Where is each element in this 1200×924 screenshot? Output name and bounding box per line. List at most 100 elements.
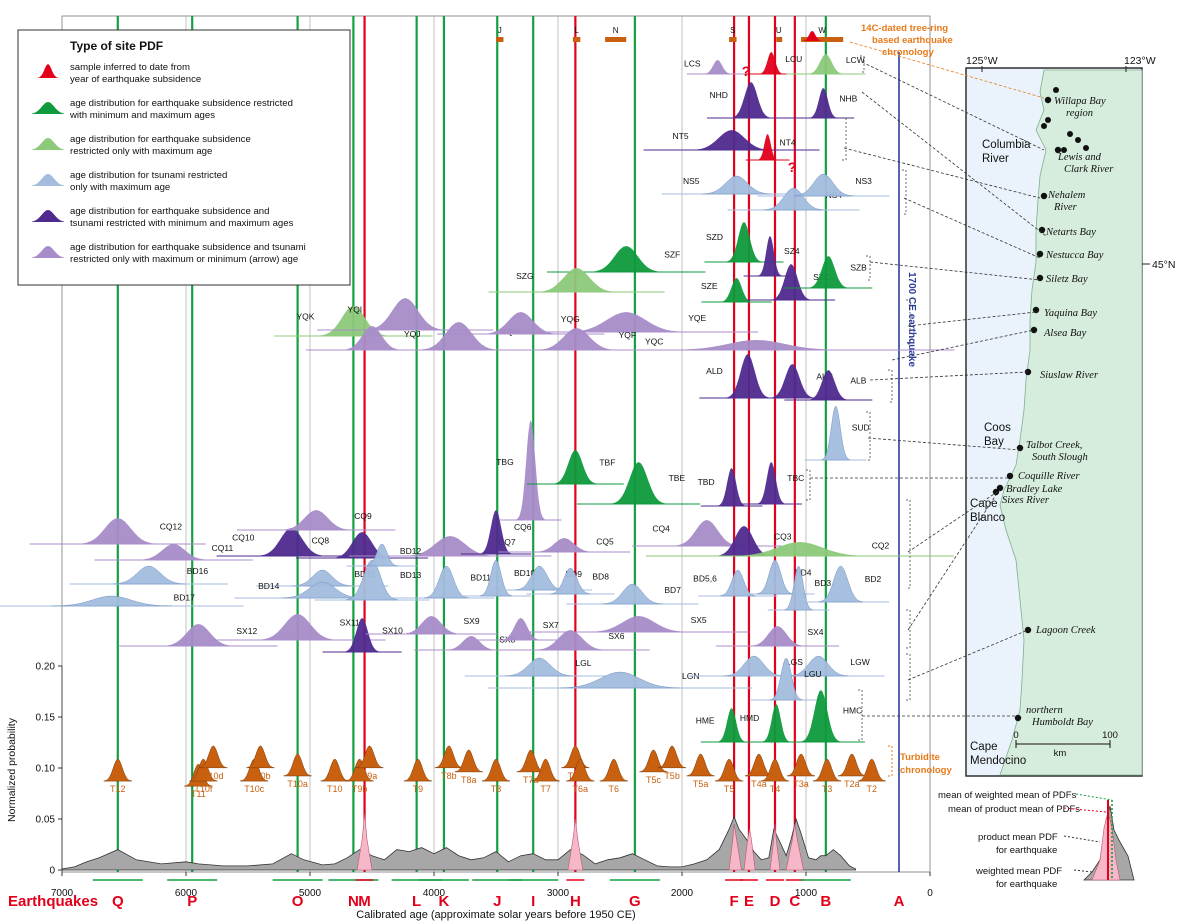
site-pdf-SZE (720, 278, 753, 302)
site-pdf-CQ4 (672, 520, 741, 546)
tree-ring-bar-S (729, 37, 737, 42)
leader-line-4 (869, 261, 1041, 281)
site-pdf-NS3 (793, 173, 854, 197)
turbidite-pdf-T5c (639, 749, 668, 773)
turbidite-label-T10d: T10d (203, 771, 224, 781)
site-label-TBF: TBF (599, 457, 615, 467)
leader-bracket-8 (906, 499, 911, 589)
turbidite-pdf-T12 (103, 758, 133, 782)
site-label-BD11: BD11 (470, 572, 491, 582)
site-label-SZB: SZB (850, 262, 867, 272)
site-label-CQ8: CQ8 (312, 536, 330, 546)
legend-item-0-line2: year of earthquake subsidence (70, 74, 201, 85)
x-tick-label-4000: 4000 (423, 888, 446, 899)
site-label-BD5,6: BD5,6 (693, 574, 717, 584)
site-pdf-CQ6 (480, 510, 512, 554)
tree-ring-bar-W (801, 37, 844, 42)
site-label-YQE: YQE (688, 313, 706, 323)
leader-bracket-0 (860, 55, 865, 73)
map-place-14-line2: Humboldt Bay (1031, 717, 1093, 728)
map-place-8-line1: Siuslaw River (1040, 370, 1099, 381)
leader-line-2 (843, 147, 1041, 199)
turbidite-label-T8b: T8b (441, 771, 457, 781)
site-pdf-NHD (730, 82, 771, 118)
site-pdf-SX9 (401, 616, 462, 634)
turbidite-label-T7: T7 (540, 784, 551, 794)
leader-line-1 (861, 91, 1047, 237)
site-label-SZF: SZF (664, 250, 680, 260)
map-site-dot-6 (1032, 306, 1040, 314)
turbidite-label-T5b: T5b (664, 771, 680, 781)
turbidite-label-T7a: T7a (523, 775, 539, 785)
leader-bracket-4 (906, 299, 911, 345)
leader-bracket-1 (842, 117, 847, 161)
turbidite-pdf-T7a (516, 749, 545, 773)
site-pdf-SX12 (162, 624, 235, 646)
earthquake-label-P: P (187, 893, 197, 910)
map-scale-0: 0 (1013, 730, 1018, 741)
site-pdf-BD7 (602, 583, 663, 605)
leader-line-0 (861, 61, 1045, 151)
product-mean-pdf-5 (785, 824, 804, 871)
turbidite-pdf-T7 (531, 758, 560, 782)
product-mean-pdf-1 (567, 818, 584, 871)
site-label-NS3: NS3 (855, 176, 872, 186)
site-pdf-YQF (536, 328, 617, 350)
earthquake-label-N: N (348, 893, 359, 910)
legend-item-3-line1: age distribution for tsunami restricted (70, 170, 227, 181)
earthquake-label-G: G (629, 893, 641, 910)
inset-product-pdf (1091, 811, 1121, 881)
legend-swatch-4 (32, 210, 64, 222)
map-site-dot-13 (1024, 626, 1032, 634)
turbidite-label-T10b: T10b (250, 771, 271, 781)
site-pdf-HMC (800, 690, 841, 742)
tree-ring-w-peak (802, 31, 823, 41)
turbidite-label-T3: T3 (822, 784, 833, 794)
inset-label-1: mean of weighted mean of PDFs (938, 790, 1077, 801)
site-pdf-CQ11 (137, 544, 210, 560)
legend-item-4-line1: age distribution for earthquake subsiden… (70, 206, 269, 217)
earthquake-label-I: I (531, 893, 535, 910)
site-label-BD10: BD10 (514, 568, 536, 578)
annotation-tree-ring-2: based earthquake (872, 35, 953, 46)
earthquake-label-E: E (744, 893, 754, 910)
map-extra-dot-1 (1045, 117, 1051, 123)
turbidite-label-T4a: T4a (751, 779, 767, 789)
leader-line-14 (849, 41, 1045, 99)
turbidite-label-T5: T5 (724, 784, 735, 794)
site-pdf-NS5 (702, 175, 771, 195)
site-label-YQG: YQG (561, 314, 580, 324)
site-pdf-TBD (717, 468, 746, 506)
annotation-tree-ring-3: chronology (882, 47, 934, 58)
site-label-TBE: TBE (669, 473, 686, 483)
site-label-YQC: YQC (645, 337, 663, 347)
site-pdf-ALB (808, 370, 849, 400)
turbidite-label-T4: T4 (770, 784, 781, 794)
site-pdf-SZ4 (758, 236, 783, 276)
site-label-TBG: TBG (496, 457, 513, 467)
site-label-BD14: BD14 (258, 581, 280, 591)
product-mean-pdf-4 (769, 824, 781, 871)
turbidite-label-T9b: T9b (352, 784, 368, 794)
earthquake-label-K: K (438, 893, 449, 910)
site-label-YQF: YQF (619, 330, 636, 340)
turbidite-pdf-T5b (657, 745, 687, 769)
turbidite-label-T11: T11 (191, 789, 206, 799)
map-site-dot-0 (1044, 96, 1052, 104)
site-label-ALB: ALB (850, 376, 866, 386)
turbidite-label-T8: T8 (491, 784, 502, 794)
x-tick-label-0: 0 (927, 888, 933, 899)
site-pdf-YQG (482, 312, 559, 334)
site-label-CQ11: CQ11 (212, 543, 234, 553)
inset-label-2: mean of product mean of PDFs (948, 804, 1080, 815)
site-pdf-SUD (821, 405, 851, 461)
map-region-bay: Bay (984, 436, 1004, 448)
leader-bracket-7 (806, 469, 811, 501)
site-pdf-SZB (808, 256, 849, 288)
legend-item-0-line1: sample inferred to date from (70, 62, 190, 73)
site-pdf-SX10 (344, 618, 381, 652)
map-site-dot-3 (1038, 226, 1046, 234)
site-pdf-YQI (365, 298, 446, 330)
y-tick-label-0: 0 (49, 866, 55, 877)
